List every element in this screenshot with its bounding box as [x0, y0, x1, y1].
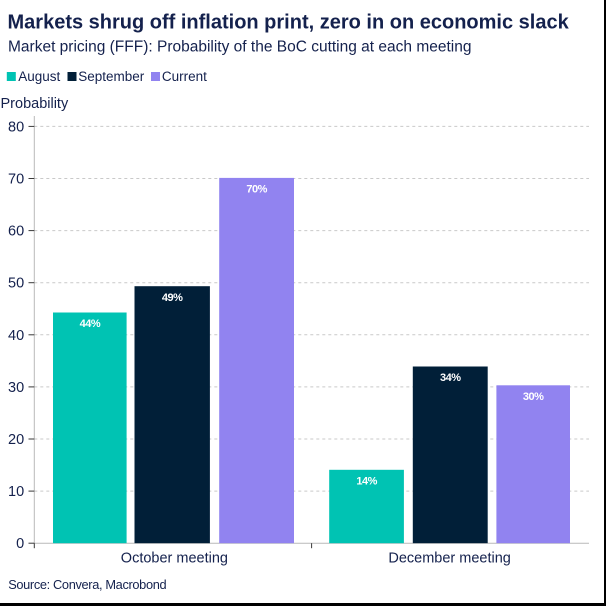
svg-text:34%: 34% — [440, 372, 461, 384]
svg-text:August: August — [18, 69, 60, 84]
svg-text:Source: Convera, Macrobond: Source: Convera, Macrobond — [8, 577, 166, 592]
svg-text:44%: 44% — [80, 318, 101, 330]
svg-text:49%: 49% — [162, 292, 183, 304]
svg-text:Market pricing (FFF): Probabil: Market pricing (FFF): Probability of the… — [8, 39, 471, 56]
svg-text:Markets shrug off inflation pr: Markets shrug off inflation print, zero … — [8, 12, 570, 34]
svg-text:30%: 30% — [523, 391, 544, 403]
svg-text:October meeting: October meeting — [121, 551, 228, 567]
svg-text:70%: 70% — [246, 184, 267, 196]
svg-text:0: 0 — [16, 536, 24, 552]
svg-text:14%: 14% — [356, 476, 377, 488]
svg-text:80: 80 — [8, 119, 24, 135]
svg-text:20: 20 — [8, 432, 24, 448]
svg-text:40: 40 — [8, 328, 24, 344]
svg-text:September: September — [78, 69, 145, 84]
svg-text:70: 70 — [8, 172, 24, 188]
svg-text:10: 10 — [8, 484, 24, 500]
svg-text:December meeting: December meeting — [388, 551, 511, 567]
svg-text:Current: Current — [162, 69, 207, 84]
svg-text:Probability: Probability — [1, 96, 69, 112]
svg-text:30: 30 — [8, 380, 24, 396]
svg-text:50: 50 — [8, 276, 24, 292]
svg-text:60: 60 — [8, 224, 24, 240]
